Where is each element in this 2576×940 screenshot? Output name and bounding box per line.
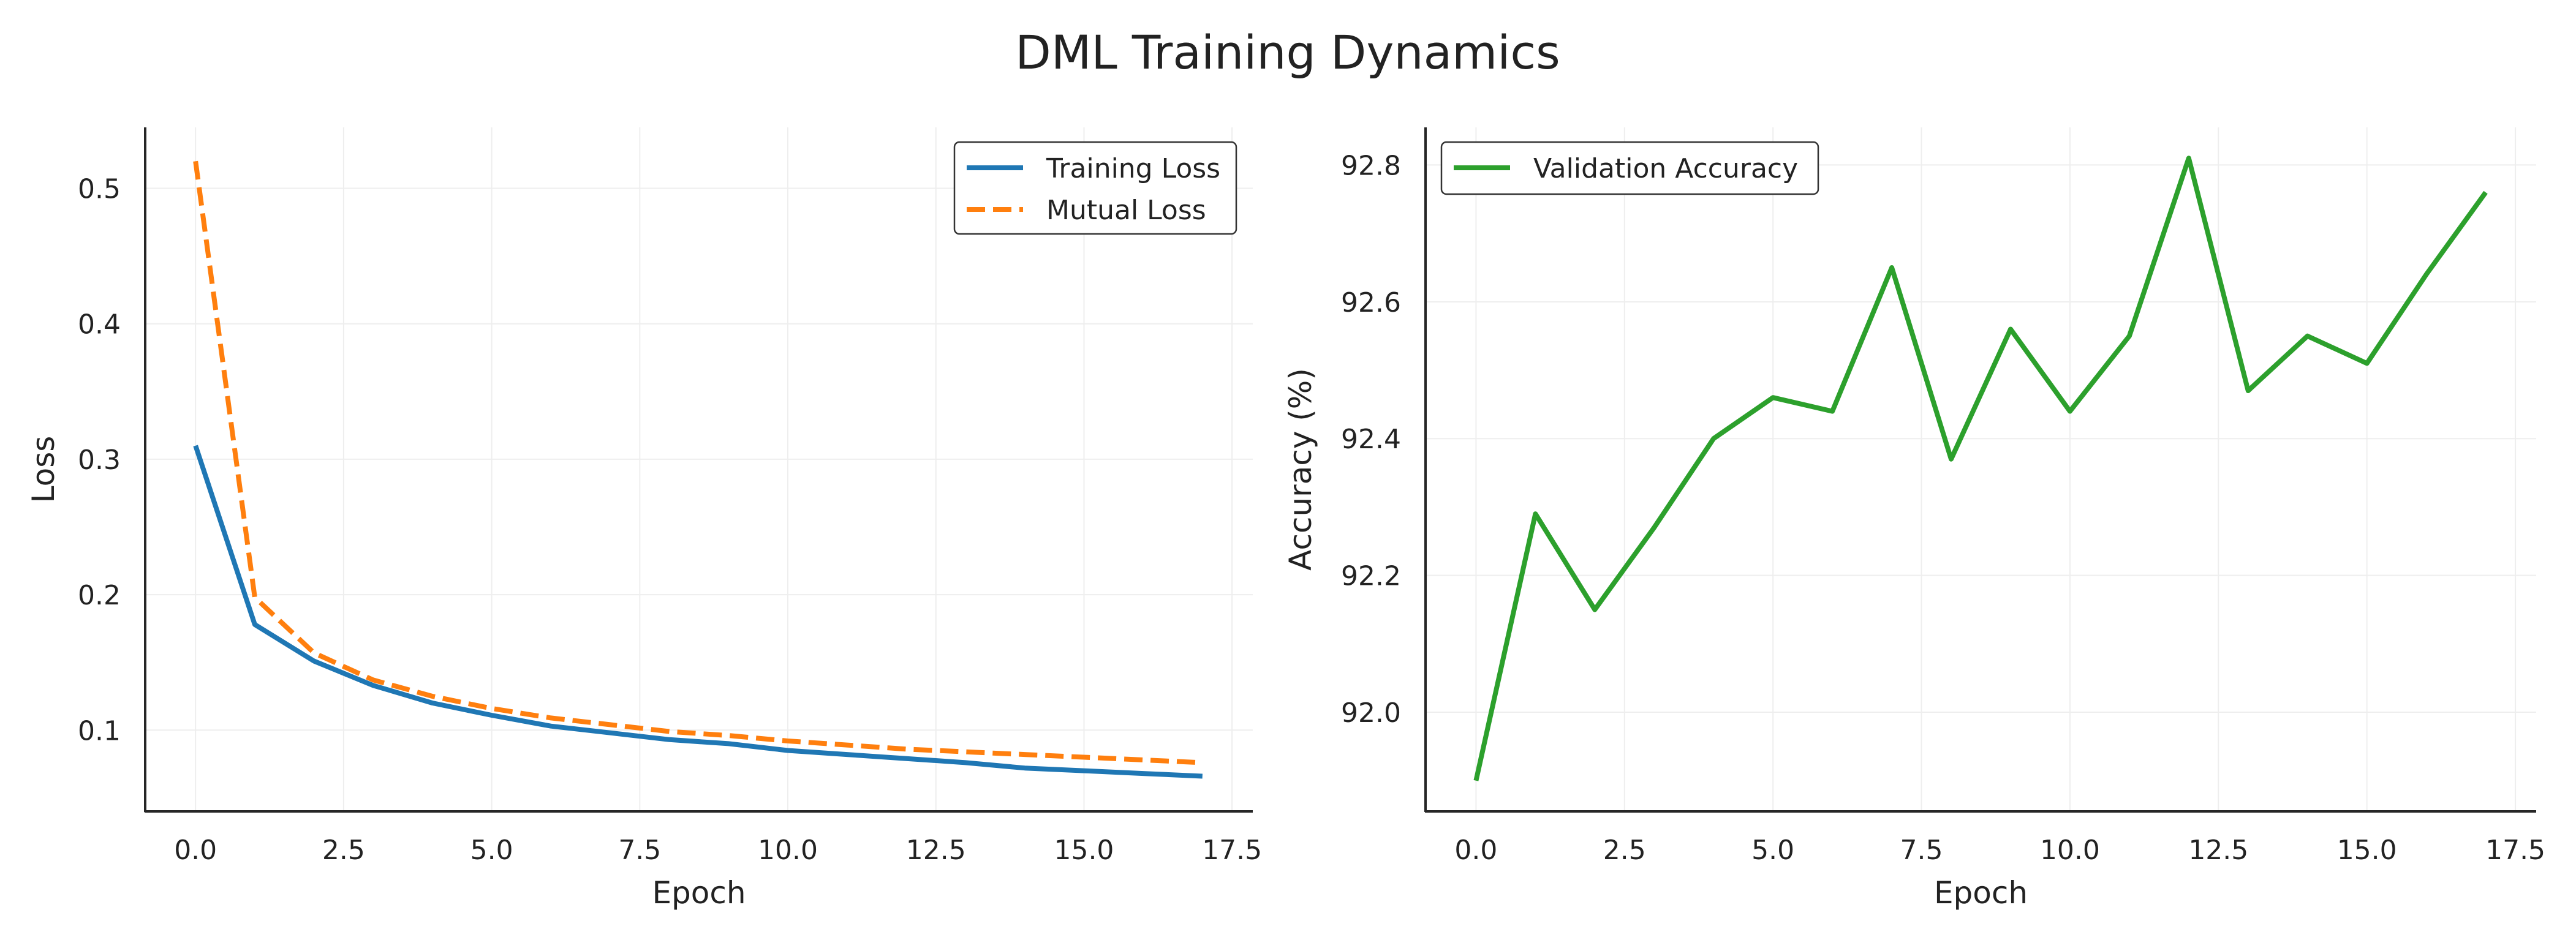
- accuracy-panel: 0.0 2.5 5.0 7.5 10.0 12.5 15.0 17.5 92.0 92.2 92.4…: [1283, 127, 2545, 911]
- y-tick-label: 0.4: [78, 309, 121, 340]
- y-tick-label: 92.2: [1341, 561, 1401, 592]
- y-axis-label: Accuracy (%): [1283, 368, 1318, 571]
- x-tick-label: 17.5: [1202, 835, 1262, 866]
- x-tick-label: 0.0: [1454, 835, 1497, 866]
- y-tick-label: 92.0: [1341, 697, 1401, 729]
- legend-label: Training Loss: [1046, 153, 1220, 184]
- y-tick-label: 92.4: [1341, 424, 1401, 455]
- x-tick-label: 17.5: [2485, 835, 2545, 866]
- x-tick-label: 12.5: [2188, 835, 2248, 866]
- figure-title: DML Training Dynamics: [1015, 25, 1560, 80]
- y-tick-label: 0.2: [78, 580, 121, 611]
- legend-box: [1440, 141, 1819, 195]
- series-line-training-loss: [193, 445, 1203, 779]
- x-tick-label: 2.5: [1603, 835, 1646, 866]
- x-tick-label: 2.5: [322, 835, 365, 866]
- series-line-validation-accuracy: [1473, 156, 2488, 781]
- x-tick-label: 7.5: [1900, 835, 1943, 866]
- x-tick-label: 5.0: [470, 835, 513, 866]
- legend-label: Validation Accuracy: [1533, 153, 1798, 184]
- series-line-mutual-loss: [193, 160, 1203, 765]
- y-tick-label: 0.5: [78, 174, 121, 205]
- x-tick-label: 15.0: [1054, 835, 1114, 866]
- y-tick-label: 92.6: [1341, 287, 1401, 318]
- x-tick-label: 0.0: [174, 835, 217, 866]
- x-axis-label: Epoch: [1934, 875, 2028, 911]
- x-tick-label: 15.0: [2337, 835, 2397, 866]
- legend: Training Loss Mutual Loss: [953, 141, 1237, 235]
- x-tick-label: 12.5: [906, 835, 966, 866]
- x-tick-label: 7.5: [618, 835, 661, 866]
- loss-panel: 0.0 2.5 5.0 7.5 10.0 12.5 15.0 17.5 0.1 0.2 0.3 0.4…: [26, 127, 1262, 911]
- y-tick-label: 0.3: [78, 445, 121, 476]
- legend-box: [953, 141, 1237, 235]
- x-tick-label: 10.0: [2040, 835, 2100, 866]
- x-axis-label: Epoch: [652, 875, 746, 911]
- y-tick-label: 92.8: [1341, 150, 1401, 181]
- x-tick-label: 5.0: [1751, 835, 1794, 866]
- y-axis-label: Loss: [26, 436, 61, 503]
- y-tick-label: 0.1: [78, 715, 121, 746]
- legend-label: Mutual Loss: [1046, 195, 1206, 226]
- legend: Validation Accuracy: [1440, 141, 1819, 195]
- x-tick-label: 10.0: [758, 835, 818, 866]
